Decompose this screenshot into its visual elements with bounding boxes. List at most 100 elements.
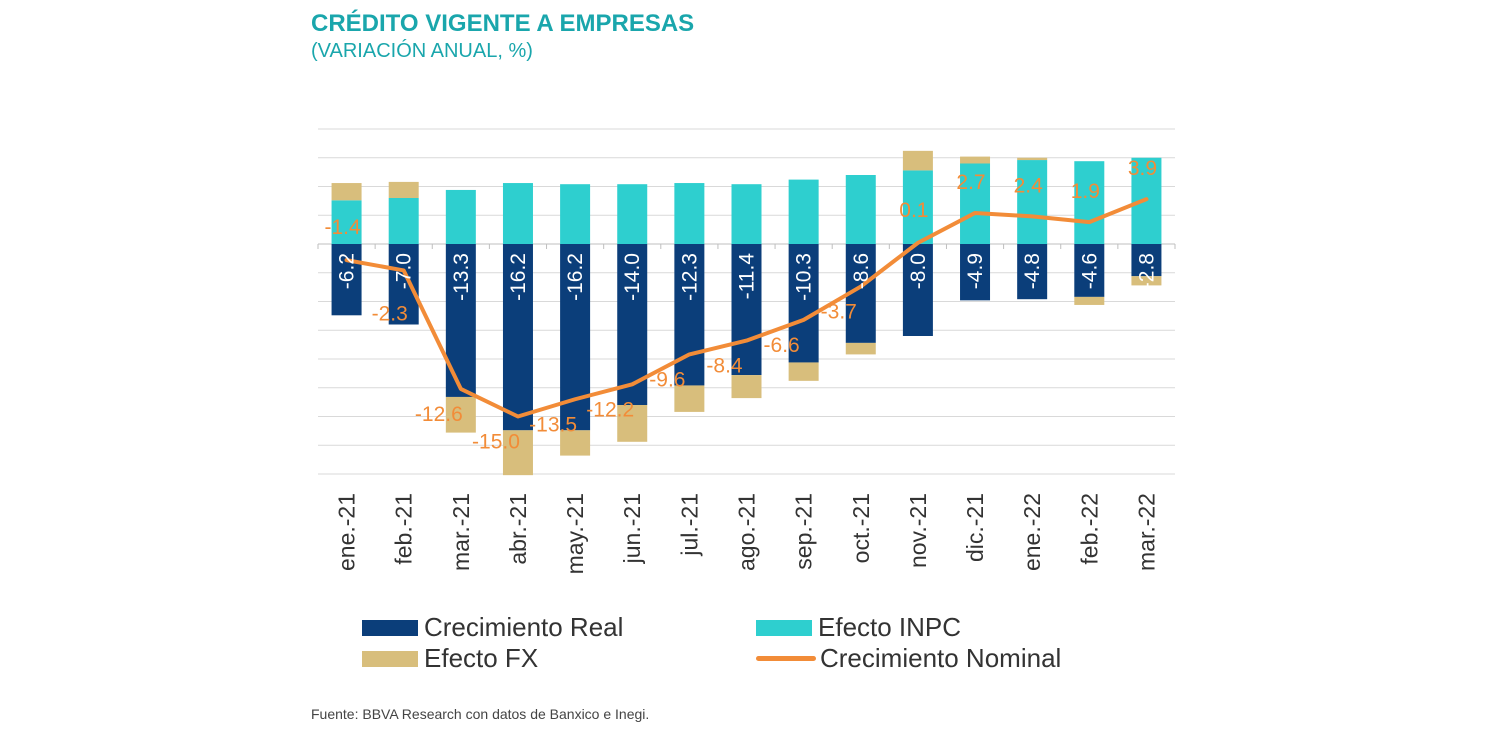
- bar-inpc: [560, 184, 591, 244]
- bar-fx: [388, 181, 419, 198]
- bar-real: [1131, 244, 1162, 277]
- nominal-line: [344, 197, 1149, 419]
- nominal-line-group: [344, 197, 1149, 419]
- bar-inpc: [731, 184, 762, 244]
- nominal-label: -1.4: [324, 216, 361, 239]
- x-tick-label: feb.-21: [391, 493, 417, 565]
- x-tick-label: may.-21: [562, 493, 588, 574]
- bar-inpc: [331, 200, 362, 244]
- bar-fx: [674, 385, 705, 412]
- x-tick-label: oct.-21: [848, 493, 874, 563]
- bar-inpc: [1017, 160, 1048, 244]
- bar-inpc: [674, 183, 705, 244]
- x-tick-label: dic.-21: [962, 493, 988, 562]
- bar-fx: [445, 396, 476, 433]
- nominal-label: -12.2: [586, 398, 634, 421]
- bar-real: [902, 244, 933, 336]
- source-note: Fuente: BBVA Research con datos de Banxi…: [311, 706, 650, 722]
- bar-fx: [560, 430, 591, 456]
- legend-item-fx: Efecto FX: [362, 643, 538, 674]
- nominal-label: 2.7: [956, 171, 985, 194]
- nominal-label: -2.3: [372, 302, 408, 325]
- x-tick-label: abr.-21: [505, 493, 531, 565]
- real-label: -16.2: [564, 253, 587, 301]
- nominal-label: -13.5: [529, 413, 577, 436]
- x-tick-label: ago.-21: [734, 493, 760, 571]
- nominal-label: -9.6: [649, 368, 685, 391]
- data-labels: -6.2 -7.0 -13.3 -16.2 -16.2 -14.0 -12.3 -11.4 -1…: [324, 157, 1158, 453]
- x-axis: ene.-21 feb.-21 mar.-21 abr.-21 may.-21 jun.-…: [334, 493, 1160, 574]
- real-label: -6.2: [336, 253, 359, 289]
- legend-swatch-fx: [362, 650, 418, 667]
- bar-fx: [1074, 296, 1105, 305]
- bar-inpc: [788, 179, 819, 244]
- bar-inpc: [1074, 161, 1105, 244]
- nominal-label: -12.6: [415, 403, 463, 426]
- real-label: -13.3: [450, 253, 473, 301]
- bar-inpc: [502, 183, 533, 244]
- chart-subtitle: (VARIACIÓN ANUAL, %): [311, 40, 533, 62]
- legend-item-inpc: Efecto INPC: [756, 612, 961, 643]
- legend-swatch-real: [362, 619, 418, 636]
- nominal-label: 2.4: [1014, 174, 1044, 197]
- bar-fx: [788, 362, 819, 381]
- bar-fx: [502, 430, 533, 476]
- x-tick-label: ene.-22: [1019, 493, 1045, 571]
- legend: Crecimiento Real Efecto INPC Efecto FX C…: [362, 612, 1142, 676]
- legend-label-real: Crecimiento Real: [424, 612, 624, 642]
- real-label: -7.0: [393, 253, 416, 289]
- real-label: -14.0: [621, 253, 644, 301]
- legend-item-real: Crecimiento Real: [362, 612, 623, 643]
- bar-real: [331, 244, 362, 316]
- legend-swatch-nominal: [756, 656, 816, 661]
- x-tick-label: jun.-21: [619, 493, 645, 564]
- nominal-label: 1.9: [1071, 180, 1100, 203]
- nominal-label: -6.6: [764, 334, 800, 357]
- bar-real: [502, 244, 533, 431]
- bar-real: [388, 244, 419, 325]
- nominal-label: -15.0: [472, 431, 520, 454]
- bar-fx: [617, 405, 648, 442]
- bar-real: [788, 244, 819, 363]
- legend-label-fx: Efecto FX: [424, 643, 539, 673]
- bar-fx: [1017, 157, 1048, 161]
- legend-item-nominal: Crecimiento Nominal: [756, 643, 1061, 674]
- bar-inpc: [388, 198, 419, 244]
- real-label: -8.0: [907, 253, 930, 289]
- x-tick-label: jul.-21: [676, 493, 702, 557]
- bar-fx: [960, 156, 991, 164]
- bar-real: [960, 244, 991, 301]
- bar-real: [731, 244, 762, 376]
- bars: [331, 150, 1162, 476]
- bar-inpc: [902, 170, 933, 244]
- bar-inpc: [617, 184, 648, 244]
- legend-swatch-inpc: [756, 619, 812, 636]
- real-label: -2.8: [1135, 253, 1158, 289]
- bar-real: [1074, 244, 1105, 297]
- real-label: -12.3: [678, 253, 701, 301]
- real-label: -16.2: [507, 253, 530, 301]
- nominal-label: -8.4: [706, 355, 743, 378]
- real-label: -4.6: [1078, 253, 1101, 289]
- legend-label-nominal: Crecimiento Nominal: [820, 643, 1062, 673]
- bar-real: [1017, 244, 1048, 300]
- bar-fx: [845, 342, 876, 355]
- x-tick-label: sep.-21: [791, 493, 817, 570]
- bar-inpc: [445, 189, 476, 244]
- legend-label-inpc: Efecto INPC: [818, 612, 962, 642]
- nominal-label: 0.1: [899, 199, 928, 222]
- real-label: -8.6: [850, 253, 873, 289]
- real-label: -11.4: [736, 253, 759, 300]
- bar-fx: [331, 183, 362, 201]
- x-tick-label: mar.-22: [1133, 493, 1159, 571]
- nominal-label: -3.7: [821, 301, 857, 324]
- chart-title: CRÉDITO VIGENTE A EMPRESAS: [311, 10, 695, 37]
- real-label: -4.9: [964, 253, 987, 289]
- bar-fx: [731, 375, 762, 399]
- real-label: -4.8: [1021, 253, 1044, 289]
- bar-fx: [902, 150, 933, 171]
- x-tick-label: feb.-22: [1076, 493, 1102, 565]
- bar-inpc: [960, 163, 991, 244]
- x-tick-label: ene.-21: [334, 493, 360, 571]
